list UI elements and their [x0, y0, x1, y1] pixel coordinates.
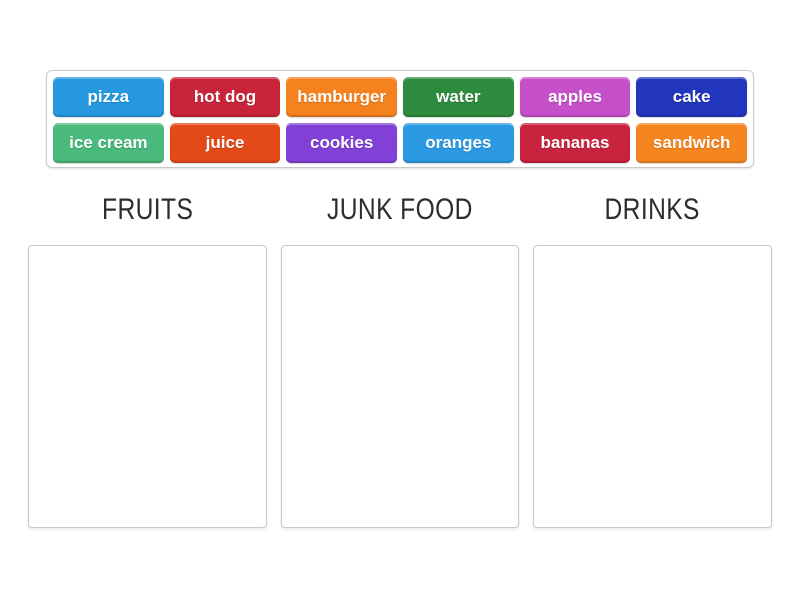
category-drinks: DRINKS: [533, 192, 772, 528]
chip-oranges[interactable]: oranges: [402, 123, 514, 163]
category-junk-food: JUNK FOOD: [280, 192, 520, 528]
chip-bananas[interactable]: bananas: [519, 123, 631, 163]
chip-hamburger[interactable]: hamburger: [286, 77, 397, 117]
drop-zone-junk-food[interactable]: [280, 245, 520, 528]
category-label-drinks: DRINKS: [533, 192, 772, 228]
word-tray: pizza hot dog hamburger water apples cake ice …: [46, 70, 754, 168]
chip-hot-dog[interactable]: hot dog: [169, 77, 281, 117]
category-label-fruits: FRUITS: [28, 192, 267, 228]
category-label-text: JUNK FOOD: [327, 193, 473, 226]
chip-sandwich[interactable]: sandwich: [636, 123, 747, 163]
category-label-text: FRUITS: [101, 193, 193, 226]
chip-cake[interactable]: cake: [636, 77, 747, 117]
category-label-text: DRINKS: [604, 193, 701, 226]
categories-row: FRUITS JUNK FOOD DRINKS: [28, 192, 772, 528]
chip-cookies[interactable]: cookies: [286, 123, 397, 163]
category-label-junk-food: JUNK FOOD: [281, 192, 520, 228]
chip-apples[interactable]: apples: [519, 77, 631, 117]
category-fruits: FRUITS: [28, 192, 267, 528]
chip-juice[interactable]: juice: [169, 123, 281, 163]
chip-water[interactable]: water: [402, 77, 514, 117]
chip-pizza[interactable]: pizza: [53, 77, 164, 117]
drop-zone-fruits[interactable]: [28, 245, 267, 528]
drop-zone-drinks[interactable]: [533, 245, 772, 528]
chip-ice-cream[interactable]: ice cream: [53, 123, 164, 163]
